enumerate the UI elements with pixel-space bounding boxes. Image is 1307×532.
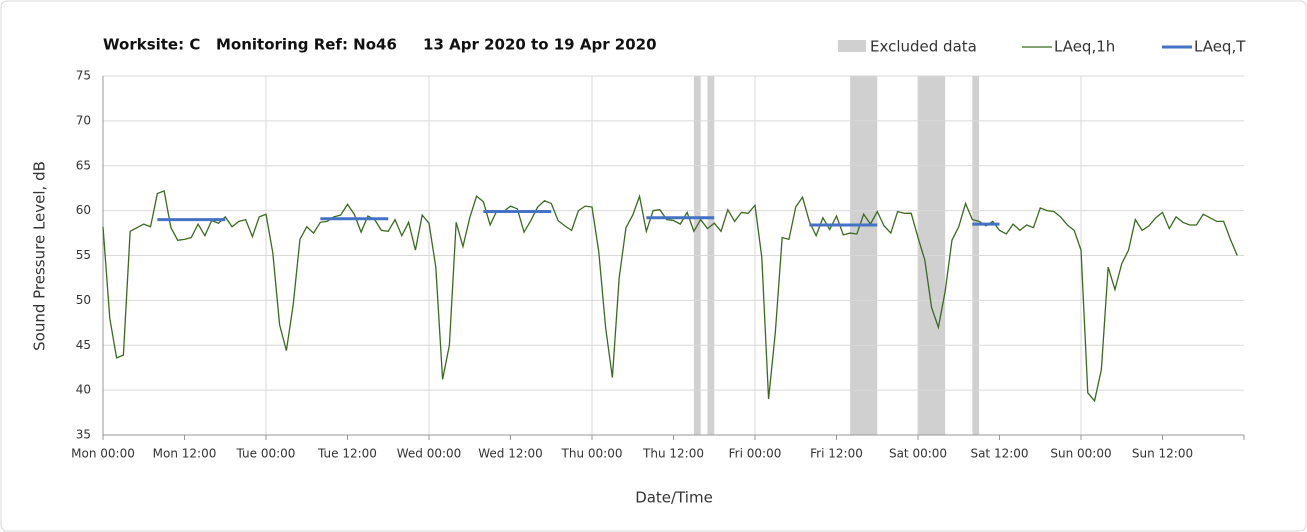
x-tick-label: Tue 00:00 bbox=[236, 447, 296, 461]
y-tick-label: 75 bbox=[76, 69, 91, 83]
x-axis-label: Date/Time bbox=[635, 489, 713, 507]
chart-title: Worksite: C Monitoring Ref: No46 13 Apr … bbox=[103, 36, 657, 54]
y-tick-label: 45 bbox=[76, 338, 91, 352]
y-tick-label: 50 bbox=[76, 293, 91, 307]
legend-label: LAeq,1h bbox=[1054, 38, 1115, 56]
y-tick-label: 55 bbox=[76, 248, 91, 262]
x-tick-label: Wed 00:00 bbox=[397, 447, 462, 461]
x-tick-label: Fri 00:00 bbox=[729, 447, 782, 461]
x-tick-label: Sat 00:00 bbox=[889, 447, 947, 461]
x-tick-label: Thu 12:00 bbox=[642, 447, 704, 461]
y-tick-label: 70 bbox=[76, 113, 91, 127]
x-tick-label: Thu 00:00 bbox=[561, 447, 623, 461]
y-tick-label: 65 bbox=[76, 158, 91, 172]
legend-label: LAeq,T bbox=[1194, 38, 1246, 56]
x-tick-label: Sun 00:00 bbox=[1050, 447, 1111, 461]
x-tick-label: Mon 00:00 bbox=[71, 447, 135, 461]
series-line bbox=[102, 189, 1238, 403]
x-tick-label: Wed 12:00 bbox=[478, 447, 543, 461]
x-tick-label: Fri 12:00 bbox=[810, 447, 863, 461]
x-tick-label: Sun 12:00 bbox=[1132, 447, 1193, 461]
y-tick-label: 35 bbox=[76, 428, 91, 442]
x-tick-label: Mon 12:00 bbox=[153, 447, 217, 461]
legend-label: Excluded data bbox=[870, 38, 977, 56]
x-tick-label: Tue 12:00 bbox=[317, 447, 377, 461]
x-tick-label: Sat 12:00 bbox=[970, 447, 1028, 461]
y-tick-label: 60 bbox=[76, 203, 91, 217]
legend-swatch bbox=[838, 40, 866, 52]
y-axis-label: Sound Pressure Level, dB bbox=[31, 161, 49, 351]
y-tick-label: 40 bbox=[76, 383, 91, 397]
